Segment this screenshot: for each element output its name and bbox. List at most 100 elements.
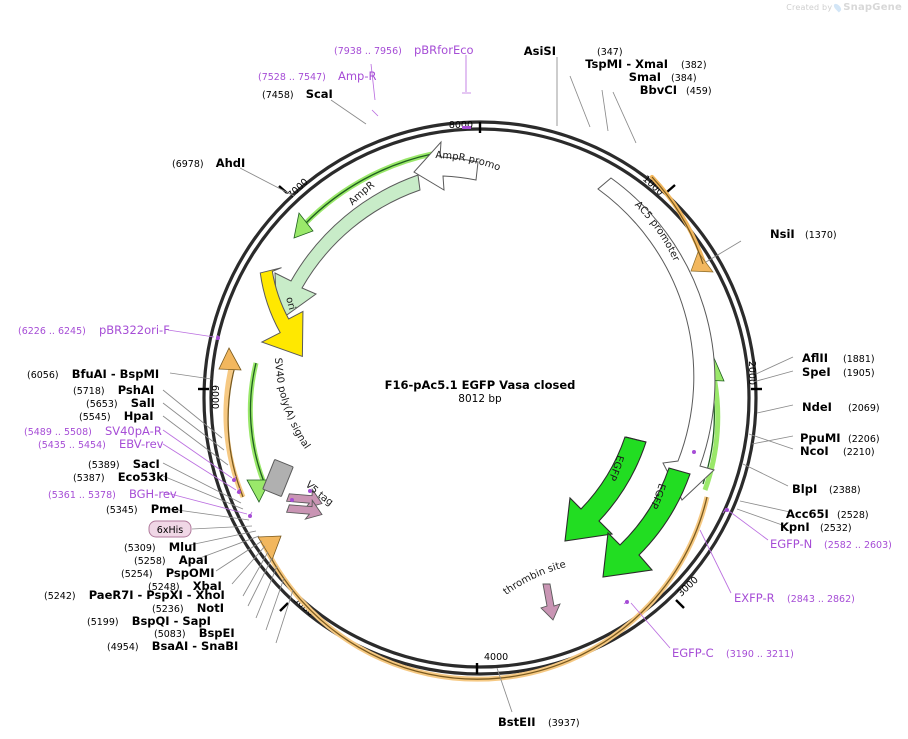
leader-ahdi [239,167,295,197]
label-bspqi-sapi[interactable]: (5199) BspQI - SapI [87,610,211,629]
leader-hpai [162,415,229,466]
leader-bbvci [612,91,637,144]
label-group-topright[interactable]: AsiSI (347) TspMI - XmaI (382) SmaI (384… [524,44,712,144]
label-ndei-pos: (2069) [848,403,880,414]
page-title: F16-pAc5.1 EGFP Vasa closed [385,378,576,392]
leader-bsteii [496,667,513,713]
label-pshai[interactable]: (5718) PshAI [73,379,154,398]
label-6xhis-badge[interactable]: 6xHis [148,520,192,538]
leader-pbrforeco [462,55,471,94]
label-amp-r[interactable]: (7528 .. 7547) Amp-R [258,65,376,84]
track-ac5-orange [649,174,714,273]
label-pspomi[interactable]: (5254) PspOMI [121,562,215,581]
label-bsteii[interactable]: BstEII [498,715,536,729]
label-ncoi-pos: (2210) [843,447,875,458]
label-pbr322ori-f[interactable]: (6226 .. 6245) pBR322ori-F [18,319,170,338]
feature-label-ampr-promoter: AmpR promoter [0,0,502,174]
ruler-tick-label: 2000 [746,361,757,385]
label-noti[interactable]: (5236) NotI [152,597,224,616]
label-aflii-pos: (1881) [843,354,875,365]
feature-ampr-promoter[interactable]: AmpR promoter [0,0,502,191]
leader-bsaai [275,589,294,644]
leader-saci [162,462,242,504]
label-ahdi[interactable]: (6978) AhdI [172,152,245,171]
label-nsii[interactable]: NsiI [770,227,795,241]
label-bgh-rev[interactable]: (5361 .. 5378) BGH-rev [48,483,177,502]
label-group-right[interactable]: NsiI (1370) AflII (1881) SpeI (1905) Nde… [623,227,892,660]
label-tspmi-xmai[interactable]: TspMI - XmaI [585,57,668,71]
label-group-bottom[interactable]: BstEII (3937) [496,667,580,729]
primer-ticks [216,126,729,604]
plasmid-title-group: F16-pAc5.1 EGFP Vasa closed 8012 bp [385,378,576,405]
leader-xbai [231,545,266,585]
label-xbai[interactable]: (5248) XbaI [148,575,222,594]
leader-pspomi [215,540,263,572]
label-bspei[interactable]: (5083) BspEI [154,622,235,641]
leader-scai [330,99,367,125]
label-ncoi[interactable]: NcoI [800,444,829,458]
ruler-tick-6000: 6000 [198,385,220,409]
label-ndei[interactable]: NdeI [802,400,832,414]
leader-kpni [736,508,786,527]
label-ppumi[interactable]: PpuMI [800,431,841,445]
ruler-tick-label: 4000 [484,652,508,663]
leader-nsii [705,240,742,263]
track-orange-left [218,347,246,498]
label-bbvci[interactable]: BbvCI [640,83,677,97]
label-mlui[interactable]: (5309) MluI [124,536,197,555]
label-pmei[interactable]: (5345) PmeI [106,498,183,517]
label-smai-pos: (384) [671,73,697,84]
ruler-tick-label: 6000 [209,385,220,409]
label-paer7i-pspxi-xhoi[interactable]: (5242) PaeR7I - PspXI - XhoI [44,584,225,603]
label-bsaai-snabi[interactable]: (4954) BsaAI - SnaBI [107,635,238,654]
label-asisi[interactable]: AsiSI [524,44,556,58]
label-hpai[interactable]: (5545) HpaI [79,405,154,424]
label-spei[interactable]: SpeI [802,365,831,379]
ruler-tick-label: 8000 [449,120,473,131]
feature-label-thrombin-site: thrombin site [502,559,568,597]
label-bsteii-pos: (3937) [548,718,580,729]
ruler-tick-4000: 4000 [475,652,508,674]
label-ppumi-pos: (2206) [848,434,880,445]
leader-ndei [756,404,794,414]
label-sali[interactable]: (5653) SalI [86,392,155,411]
ruler-tick-8000: 8000 [449,120,482,133]
leader-apai [199,535,260,559]
ruler-tick-label: 7000 [286,177,311,202]
label-egfp-c[interactable]: EGFP-C [672,646,714,660]
label-exfp-r[interactable]: EXFP-R [734,591,775,605]
label-tspmi-pos: (382) [681,60,707,71]
label-ebv-rev[interactable]: (5435 .. 5454) EBV-rev [38,433,164,452]
leader-noti [247,557,273,607]
label-aflii[interactable]: AflII [802,351,828,365]
leader-eco53ki [162,475,244,510]
leader-aflii [755,356,794,375]
feature-thrombin-site[interactable]: thrombin site [502,559,568,621]
label-sv40pa-r[interactable]: (5489 .. 5508) SV40pA-R [24,420,162,439]
feature-ori[interactable]: ori [257,267,305,358]
leader-bfuai [169,372,212,380]
label-kpni[interactable]: KpnI [780,520,810,534]
label-6xhis-text: 6xHis [157,525,183,536]
feature-v5-tag[interactable]: V5 tag [285,479,335,523]
feature-label-ori: ori [283,296,297,311]
label-group-left[interactable]: (6226 .. 6245) pBR322ori-F (6056) BfuAI … [18,319,294,654]
label-apai[interactable]: (5258) ApaI [134,549,208,568]
label-blpi[interactable]: BlpI [792,482,817,496]
label-pbrforeco[interactable]: (7938 .. 7956) pBRforEco [334,39,474,58]
label-scai[interactable]: (7458) ScaI [262,83,333,102]
label-smai[interactable]: SmaI [629,70,661,84]
leader-ppumi [751,435,794,445]
label-saci[interactable]: (5389) SacI [88,453,160,472]
leader-6xhis [191,525,253,530]
feature-egfp-upper[interactable]: EGFP [564,436,647,542]
watermark-brand: SnapGene [843,2,902,13]
label-acc65i[interactable]: Acc65I [786,507,829,521]
label-bfuai-bspmi[interactable]: (6056) BfuAI - BspMI [27,363,159,382]
label-eco53ki[interactable]: (5387) Eco53kI [73,466,168,485]
label-group-top[interactable]: (7938 .. 7956) pBRforEco (7528 .. 7547) … [172,39,474,197]
label-egfp-n[interactable]: EGFP-N [770,537,812,551]
snapgene-watermark: Created by SnapGene [786,2,902,13]
feature-sv40-polya[interactable]: SV40 poly(A) signal [262,358,312,497]
